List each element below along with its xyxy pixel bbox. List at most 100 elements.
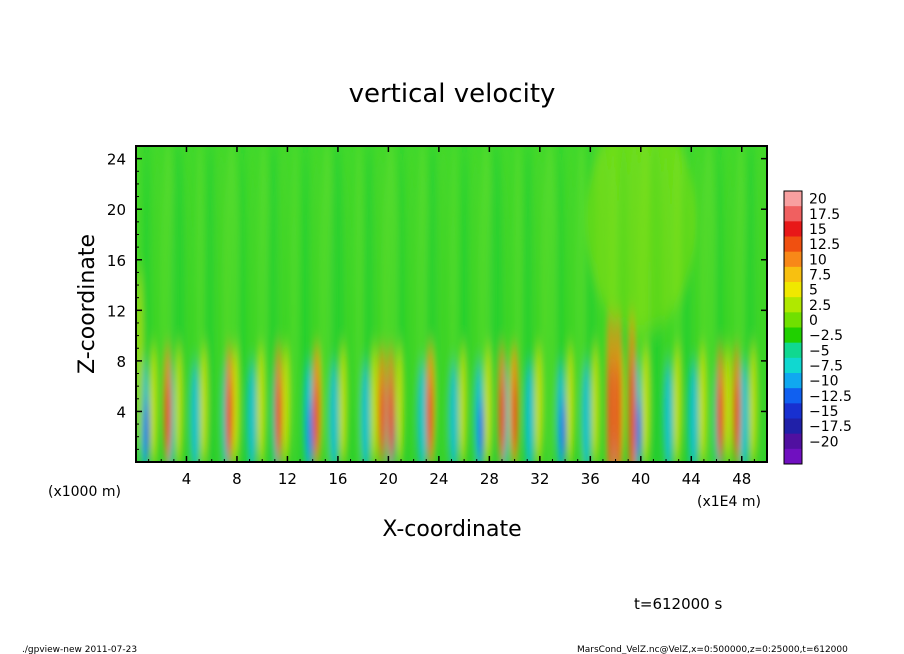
field-streak [406,146,417,462]
colorbar-label: −5 [809,343,830,359]
colorbar-segment [784,388,802,404]
x-tick-label: 48 [732,470,751,488]
colorbar-label: 7.5 [809,267,831,283]
x-unit-left: (x1000 m) [48,484,121,500]
updraft-core-red [314,381,319,454]
colorbar-label: 2.5 [809,298,831,314]
x-tick-label: 8 [232,470,242,488]
field-streak [238,146,247,462]
colorbar-label: −15 [809,404,839,420]
colorbar-label: 10 [809,252,827,268]
updraft-core-red [608,360,613,462]
y-tick-label: 24 [107,151,126,169]
updraft-plume [231,345,240,462]
colorbar-segment [784,266,802,283]
y-tick-label: 20 [107,201,126,219]
downdraft-plume [190,362,201,462]
updraft-plume [370,345,379,462]
field-streak [541,146,558,462]
field-streak [435,146,452,462]
strong-downdraft [478,400,485,461]
downdraft-plume [360,362,371,462]
updraft-core-red [512,381,517,454]
colorbar-segment [784,191,802,207]
downdraft-plume [688,362,699,462]
colorbar-label: 12.5 [809,237,840,253]
updraft-plume [149,345,158,462]
colorbar-label: −7.5 [809,358,843,374]
updraft-plume [200,345,209,462]
downdraft-plume [739,362,750,462]
updraft-core-red [734,381,739,454]
field-streak [185,146,194,462]
downdraft-plume [328,362,339,462]
x-tick-label: 32 [530,470,549,488]
updraft-plume [338,345,347,462]
strong-downdraft [307,400,314,461]
updraft-core-red [616,360,621,462]
x-tick-label: 12 [278,470,297,488]
x-tick-label: 20 [379,470,398,488]
time-label: t=612000 s [634,595,722,613]
updraft-core-red [428,381,433,454]
colorbar-segment [784,342,802,359]
y-tick-label: 8 [116,353,126,371]
y-tick-label: 12 [107,302,126,320]
colorbar-frame [783,190,803,465]
updraft-plume [591,345,600,462]
colorbar-label: −2.5 [809,328,843,344]
x-unit-right: (x1E4 m) [697,494,761,510]
field-streak [353,146,364,462]
y-tick-label: 16 [107,252,126,270]
colorbar-label: 5 [809,283,818,299]
colorbar-label: −17.5 [809,419,852,435]
colorbar-label: 20 [809,192,827,208]
colorbar-segment [784,297,802,313]
field-streak [753,146,767,462]
downdraft-plume [417,362,428,462]
chart-title: vertical velocity [349,79,556,109]
y-axis: 4 8 12 16 20 24 [107,151,767,450]
footer-right: MarsCond_VelZ.nc@VelZ,x=0:500000,z=0:250… [577,645,848,654]
x-tick-label: 16 [328,470,347,488]
downdraft-plume [524,362,535,462]
colorbar-segment [784,206,802,222]
updraft-plume [395,345,404,462]
x-tick-label: 28 [480,470,499,488]
colorbar-label: 15 [809,222,827,238]
colorbar-segment [784,433,802,450]
strong-downdraft [560,400,567,461]
colorbar: 2017.51512.5107.552.50−2.5−5−7.5−10−12.5… [783,190,852,465]
colorbar-segment [784,251,802,268]
updraft-core-red [380,381,385,454]
colorbar-segment [784,357,802,374]
downdraft-plume [246,362,257,462]
x-tick-label: 44 [682,470,701,488]
updraft-core-red [276,381,281,454]
colorbar-segment [784,221,802,237]
colorbar-label: 17.5 [809,207,840,223]
colorbar-segment [784,312,802,328]
colorbar-segment [784,282,802,298]
updraft-core-red [499,381,504,454]
x-tick-label: 40 [631,470,650,488]
colorbar-segment [784,403,802,419]
updraft-plume [282,345,291,462]
heatmap-field [136,146,767,462]
footer-left: ./gpview-new 2011-07-23 [22,645,137,654]
updraft-core-red [718,381,723,454]
y-tick-label: 4 [116,403,126,421]
strong-downdraft [635,400,642,461]
updraft-plume [534,345,543,462]
updraft-plume [256,345,265,462]
updraft-core-red [388,381,393,454]
colorbar-label: 0 [809,313,818,329]
updraft-plume [174,345,183,462]
updraft-plume [641,345,650,462]
updraft-plume [458,345,467,462]
downdraft-plume [581,362,592,462]
x-tick-label: 36 [581,470,600,488]
x-tick-label: 4 [182,470,192,488]
colorbar-label: −10 [809,374,839,390]
